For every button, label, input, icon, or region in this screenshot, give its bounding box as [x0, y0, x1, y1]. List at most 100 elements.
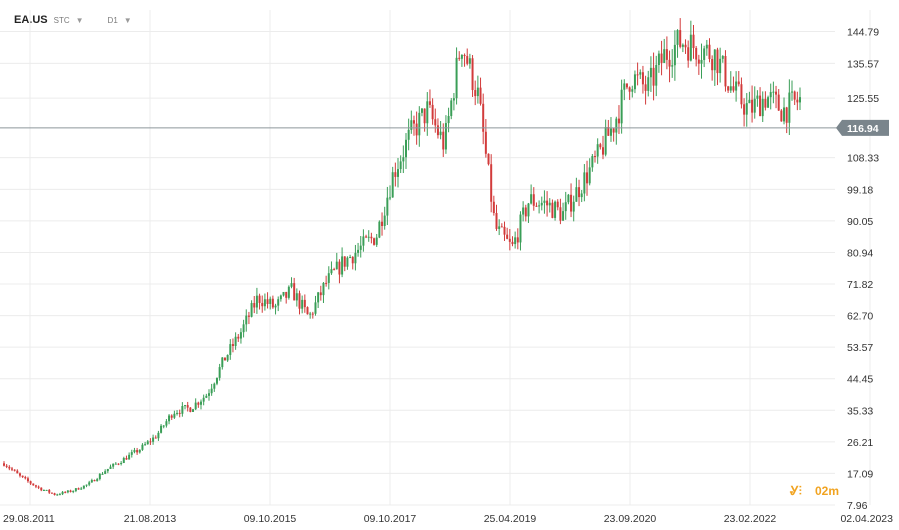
candle-body: [476, 87, 479, 97]
candle: [660, 40, 663, 76]
candle-body: [176, 412, 179, 414]
candle: [82, 485, 85, 490]
candle: [322, 282, 325, 303]
current-price-tag: [836, 119, 889, 136]
candle-body: [85, 484, 88, 486]
candle: [66, 489, 69, 494]
candle-body: [527, 203, 530, 217]
candle-body: [285, 291, 288, 298]
candle: [362, 229, 365, 252]
candle: [476, 75, 479, 104]
candle: [378, 220, 381, 239]
candle: [319, 285, 322, 301]
candle-body: [484, 131, 487, 154]
candle-body: [668, 59, 671, 67]
candle: [48, 488, 51, 494]
candle: [74, 488, 77, 493]
y-tick-label: 108.33: [847, 153, 879, 165]
candle: [652, 52, 655, 101]
candle-body: [586, 172, 589, 184]
candle: [192, 408, 195, 413]
candle: [122, 456, 125, 464]
candle-body: [474, 90, 477, 97]
candle: [173, 410, 176, 419]
candle: [32, 483, 35, 486]
candle-body: [639, 72, 642, 75]
candle-body: [181, 406, 184, 414]
candle-body: [293, 283, 296, 301]
candle: [724, 50, 727, 92]
candle-body: [495, 212, 498, 229]
candle-body: [793, 91, 796, 100]
timeframe-label[interactable]: D1: [107, 15, 118, 25]
candle-body: [609, 128, 612, 136]
candle: [428, 89, 431, 108]
candle-body: [194, 402, 197, 410]
candle-body: [109, 466, 112, 469]
candle-body: [551, 202, 554, 218]
candle: [309, 311, 312, 319]
candle-body: [215, 377, 218, 384]
candle-body: [490, 164, 493, 202]
candle: [120, 461, 123, 466]
symbol-type-label: STC: [53, 15, 70, 25]
candle: [751, 85, 754, 123]
candle-body: [50, 492, 53, 494]
candle-body: [703, 48, 706, 60]
candle-body: [468, 58, 471, 64]
candle: [713, 49, 716, 86]
candle-body: [719, 58, 722, 74]
candle-body: [298, 293, 301, 309]
y-tick-label: 90.05: [847, 216, 873, 228]
y-tick-label: 125.55: [847, 93, 879, 105]
candle: [29, 480, 32, 486]
candle: [231, 338, 234, 353]
candle-body: [152, 437, 155, 442]
candle: [572, 195, 575, 222]
candle: [327, 266, 330, 290]
candle-body: [277, 299, 280, 306]
candle-body: [202, 397, 205, 402]
candle-body: [617, 118, 620, 124]
candle-body: [32, 483, 35, 486]
candle-body: [120, 462, 123, 464]
candle-body: [716, 49, 719, 74]
candle: [194, 398, 197, 411]
candle-body: [452, 98, 455, 101]
candle: [112, 463, 115, 469]
candle-body: [96, 479, 99, 482]
candle: [546, 191, 549, 217]
y-tick-label: 26.21: [847, 437, 873, 449]
watermark-text: 02m: [815, 484, 839, 498]
candle: [556, 199, 559, 211]
timeframe-dropdown-icon[interactable]: ▼: [123, 15, 132, 25]
candle: [266, 292, 269, 309]
candle-body: [556, 201, 559, 208]
candle: [431, 98, 434, 125]
candle-body: [506, 234, 509, 239]
candle: [676, 29, 679, 58]
candle-body: [231, 344, 234, 346]
candle-body: [546, 200, 549, 206]
candle: [146, 439, 149, 445]
candle-body: [687, 47, 690, 61]
candle: [519, 211, 522, 251]
candle-body: [168, 415, 171, 422]
symbol-dropdown-icon[interactable]: ▼: [75, 15, 84, 25]
candle: [719, 47, 722, 83]
candle: [202, 394, 205, 406]
candle: [570, 183, 573, 218]
candle: [389, 185, 392, 201]
candle-body: [524, 207, 527, 217]
candle-body: [213, 383, 216, 389]
candle-body: [623, 83, 626, 90]
candle: [61, 491, 64, 496]
symbol-label[interactable]: EA.US: [14, 14, 48, 26]
candle-body: [404, 139, 407, 158]
candle: [152, 434, 155, 445]
candle-body: [564, 202, 567, 212]
candle-body: [37, 486, 40, 488]
candle-body: [625, 83, 628, 88]
candle-body: [173, 413, 176, 418]
